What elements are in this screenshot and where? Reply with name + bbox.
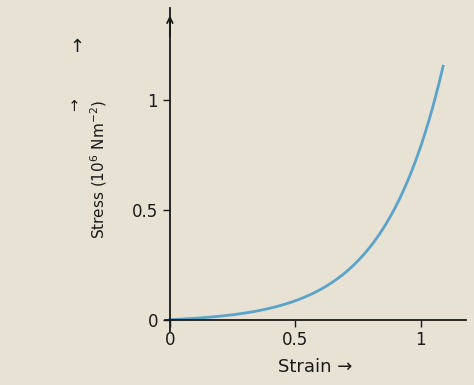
- Text: Stress (10$^6$ Nm$^{-2}$): Stress (10$^6$ Nm$^{-2}$): [88, 100, 109, 239]
- X-axis label: Strain →: Strain →: [278, 358, 353, 376]
- Text: $\uparrow$: $\uparrow$: [66, 38, 83, 56]
- Text: $\rightarrow$: $\rightarrow$: [67, 97, 82, 114]
